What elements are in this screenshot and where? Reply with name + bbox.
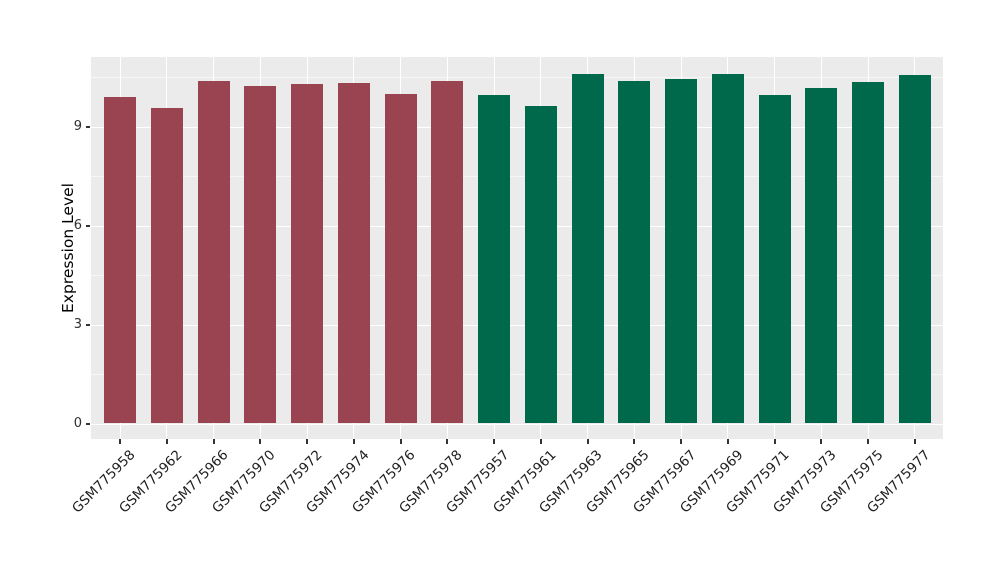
bar-GSM775975 (852, 81, 884, 424)
bar-GSM775966 (197, 80, 230, 424)
x-tick-mark-GSM775966 (212, 439, 215, 444)
bar-GSM775957 (478, 95, 510, 424)
bar-GSM775961 (524, 105, 557, 424)
x-tick-mark-GSM775957 (493, 439, 495, 444)
x-tick-mark-GSM775958 (119, 439, 121, 444)
gridline-minor-y-7.5 (91, 176, 943, 177)
gridline-minor-y-4.5 (91, 275, 943, 276)
x-tick-mark-GSM775965 (633, 439, 636, 444)
y-tick-mark-9 (86, 125, 90, 128)
y-tick-label-9: 9 (73, 118, 82, 134)
plot-panel (91, 57, 943, 439)
bar-GSM775967 (665, 78, 697, 424)
y-tick-label-6: 6 (73, 217, 82, 233)
x-tick-mark-GSM775969 (726, 439, 729, 444)
bar-GSM775977 (898, 75, 931, 424)
bar-GSM775970 (244, 85, 277, 424)
y-tick-mark-0 (86, 422, 90, 425)
bar-GSM775969 (711, 74, 744, 424)
bar-GSM775963 (571, 74, 604, 424)
bar-GSM775972 (291, 83, 323, 424)
gridline-major-y-6 (91, 225, 943, 227)
x-tick-mark-GSM775972 (306, 439, 308, 444)
x-tick-mark-GSM775978 (446, 439, 449, 444)
x-tick-mark-GSM775967 (680, 439, 682, 444)
x-tick-mark-GSM775963 (586, 439, 589, 444)
y-tick-label-3: 3 (73, 316, 82, 332)
x-tick-mark-GSM775971 (773, 439, 776, 444)
bar-GSM775978 (431, 81, 464, 424)
y-axis-title: Expression Level (59, 183, 77, 313)
x-tick-mark-GSM775974 (352, 439, 355, 444)
x-tick-mark-GSM775961 (539, 439, 542, 444)
x-tick-mark-GSM775977 (913, 439, 916, 444)
gridline-minor-y-1.5 (91, 374, 943, 375)
gridline-minor-y-10.5 (91, 77, 943, 78)
x-tick-mark-GSM775973 (820, 439, 823, 444)
bar-GSM775974 (337, 82, 370, 424)
gridline-major-y-9 (91, 126, 943, 128)
gridline-major-y-3 (91, 324, 943, 326)
x-tick-mark-GSM775970 (259, 439, 262, 444)
y-tick-mark-3 (86, 323, 90, 326)
x-tick-mark-GSM775962 (165, 439, 168, 444)
bar-GSM775965 (618, 80, 651, 424)
bar-GSM775973 (805, 87, 838, 424)
bar-GSM775976 (384, 94, 417, 424)
y-tick-mark-6 (86, 224, 90, 227)
gridline-major-y-0 (91, 423, 943, 425)
y-tick-label-0: 0 (73, 415, 82, 431)
x-tick-mark-GSM775975 (867, 439, 869, 444)
x-tick-mark-GSM775976 (399, 439, 402, 444)
bar-GSM775971 (758, 94, 791, 424)
bar-GSM775962 (150, 108, 183, 424)
bar-GSM775958 (104, 96, 136, 424)
